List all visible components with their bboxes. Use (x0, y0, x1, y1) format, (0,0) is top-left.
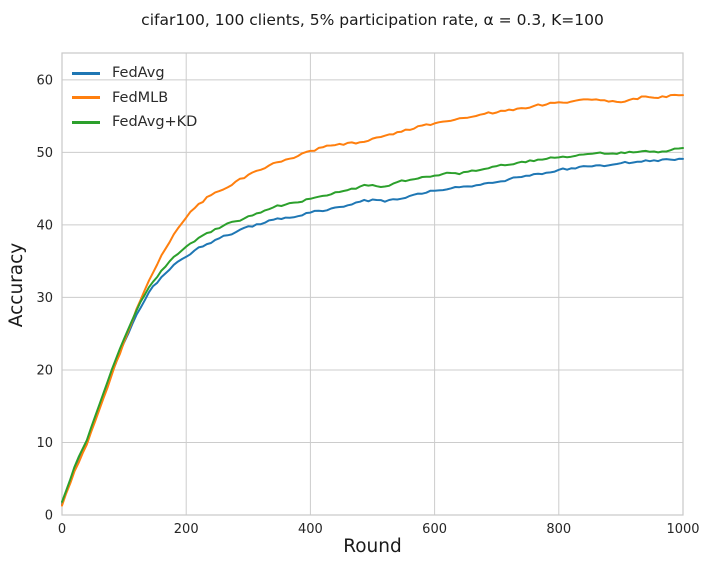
series-line-fedavg (61, 157, 684, 506)
legend-label: FedAvg+KD (112, 114, 198, 131)
x-tick-label: 200 (174, 522, 199, 537)
x-axis-label: Round (343, 536, 402, 557)
y-tick-label: 30 (36, 291, 53, 306)
y-tick-label: 40 (36, 218, 53, 233)
y-tick-label: 20 (36, 363, 53, 378)
y-tick-label: 10 (36, 436, 53, 451)
plot-border (61, 52, 684, 516)
y-tick-label: 0 (45, 509, 53, 524)
x-tick-label: 1000 (666, 522, 699, 537)
legend-line-swatch (72, 120, 100, 124)
y-tick-label: 60 (36, 73, 53, 88)
legend-item: FedMLB (72, 86, 197, 111)
legend-item: FedAvg+KD (72, 110, 197, 135)
x-tick-label: 0 (58, 522, 66, 537)
legend-line-swatch (72, 71, 100, 75)
y-axis-label: Accuracy (6, 242, 27, 328)
series-line-fedavg-kd (61, 147, 684, 503)
series-line-fedmlb (61, 93, 684, 507)
x-tick-label: 600 (422, 522, 447, 537)
x-tick-label: 400 (298, 522, 323, 537)
x-tick-label: 800 (546, 522, 571, 537)
legend-line-swatch (72, 96, 100, 100)
legend-item: FedAvg (72, 61, 197, 86)
chart-title: cifar100, 100 clients, 5% participation … (141, 11, 604, 29)
legend-label: FedMLB (112, 89, 169, 106)
y-tick-label: 50 (36, 146, 53, 161)
legend: FedAvg FedMLB FedAvg+KD (72, 61, 197, 135)
legend-label: FedAvg (112, 65, 165, 82)
